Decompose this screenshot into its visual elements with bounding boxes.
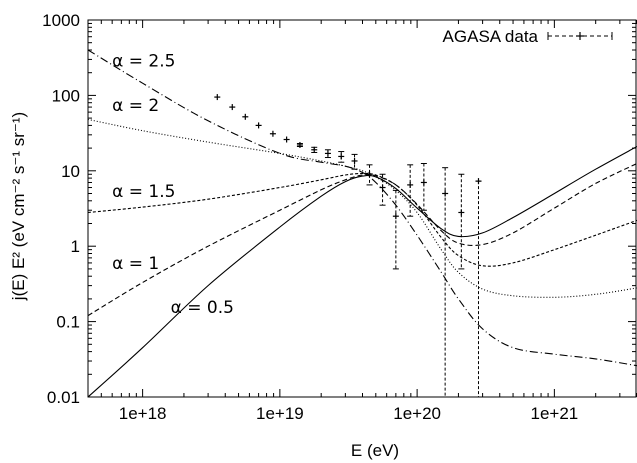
data-point — [392, 189, 399, 270]
series-label: α = 2.5 — [112, 52, 175, 72]
y-tick-label: 0.01 — [47, 388, 80, 407]
series-line — [88, 163, 637, 317]
labels-layer: α = 2.5 α = 2 α = 1.5 α = 1 α = 0.5 — [112, 52, 234, 318]
y-tick-label: 1 — [71, 237, 80, 256]
series-line — [88, 49, 637, 367]
data-point — [420, 162, 427, 211]
legend: AGASA data — [443, 27, 613, 46]
data-point — [242, 113, 249, 120]
data-point — [311, 146, 318, 153]
y-tick-label: 1000 — [42, 11, 80, 30]
x-tick-label: 1e+19 — [256, 404, 304, 423]
data-point — [475, 178, 482, 397]
data-point — [379, 173, 386, 206]
series-label: α = 1.5 — [112, 182, 175, 202]
data-point — [351, 153, 358, 170]
x-tick-label: 1e+18 — [119, 404, 167, 423]
series-line — [88, 146, 637, 397]
y-tick-label: 0.1 — [56, 313, 80, 332]
legend-label: AGASA data — [443, 27, 539, 46]
axes-layer: 0.01 0.1 1 10 100 1000 1e+18 1e+19 1e+20 1e+21 — [42, 11, 637, 423]
data-point — [338, 151, 345, 163]
series-label: α = 1 — [112, 254, 159, 274]
x-tick-label: 1e+21 — [530, 404, 578, 423]
data-point — [324, 149, 331, 159]
y-axis-label: j(E) E² (eV cm⁻² s⁻¹ sr⁻¹) — [9, 112, 28, 301]
y-tick-label: 10 — [61, 162, 80, 181]
x-axis-label: E (eV) — [351, 441, 399, 460]
data-point — [407, 164, 414, 217]
series-label: α = 0.5 — [171, 298, 234, 318]
data-point — [458, 173, 465, 270]
data-point — [366, 164, 373, 186]
data-point — [296, 141, 303, 148]
data-point — [283, 136, 290, 143]
y-tick-label: 100 — [52, 86, 80, 105]
points-layer — [214, 94, 482, 397]
x-tick-label: 1e+20 — [393, 404, 441, 423]
data-point — [269, 130, 276, 137]
data-point — [214, 94, 221, 101]
plot-frame — [87, 19, 637, 398]
data-point — [229, 104, 236, 111]
curves-layer — [88, 49, 637, 397]
series-label: α = 2 — [112, 96, 159, 116]
series-line — [88, 172, 637, 267]
data-point — [442, 167, 449, 397]
data-point — [255, 122, 262, 129]
